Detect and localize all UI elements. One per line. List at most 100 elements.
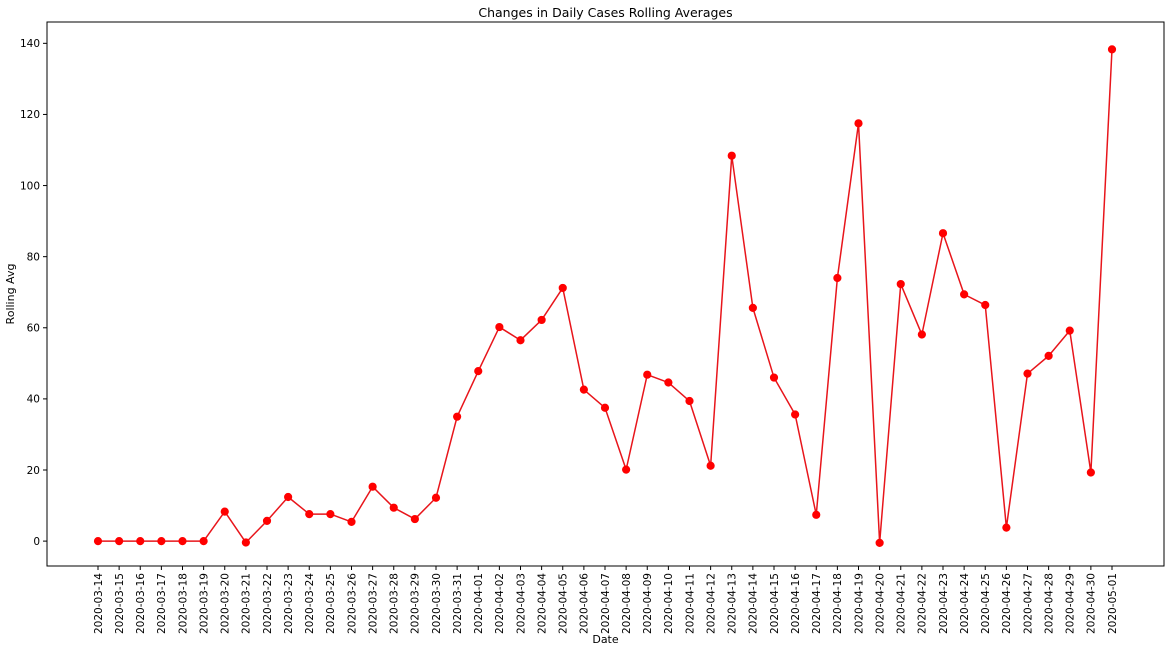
data-point	[706, 461, 715, 470]
data-point	[896, 279, 905, 289]
y-tick-label: 100	[20, 180, 40, 192]
data-point	[1107, 45, 1117, 54]
data-point	[453, 412, 462, 421]
data-point	[368, 482, 377, 491]
y-axis: 0 20 40 60 80 100 120 140	[20, 38, 47, 548]
x-tick-label: 2020-04-28	[1043, 573, 1055, 634]
y-tick-label: 140	[20, 38, 40, 50]
data-point	[917, 330, 926, 339]
y-tick-label: 0	[33, 536, 40, 548]
series-line	[98, 49, 1113, 544]
data-point	[748, 303, 757, 312]
x-tick-label: 2020-03-25	[325, 573, 337, 634]
data-point	[157, 537, 166, 546]
x-tick-label: 2020-03-15	[114, 573, 126, 634]
y-tick-label: 40	[27, 394, 40, 406]
data-point	[431, 493, 441, 502]
data-point	[812, 510, 821, 519]
series-layer	[93, 45, 1117, 547]
data-point	[1002, 523, 1011, 532]
x-tick-label: 2020-04-21	[896, 573, 908, 634]
x-tick-label: 2020-04-30	[1086, 573, 1098, 634]
x-tick-label: 2020-04-25	[980, 573, 992, 634]
data-point	[1044, 351, 1053, 360]
x-tick-label: 2020-04-04	[536, 573, 548, 634]
x-tick-label: 2020-04-07	[600, 573, 612, 634]
data-point	[220, 507, 229, 516]
data-point	[136, 537, 145, 546]
data-point	[981, 300, 990, 310]
y-axis-title: Rolling Avg	[4, 264, 17, 325]
x-tick-label: 2020-03-16	[135, 573, 147, 634]
plot-area	[46, 21, 1165, 567]
x-tick-label: 2020-03-23	[283, 573, 295, 634]
data-point	[664, 378, 673, 387]
data-point	[875, 538, 884, 547]
x-tick-label: 2020-03-28	[389, 573, 401, 634]
y-tick-label: 120	[20, 109, 40, 121]
data-point	[600, 403, 610, 412]
x-tick-label: 2020-03-29	[410, 573, 422, 634]
x-axis: 2020-03-14 2020-03-15 2020-03-16 2020-03-17…	[93, 566, 1119, 634]
data-point	[1086, 468, 1095, 477]
x-tick-label: 2020-04-20	[874, 573, 886, 634]
x-tick-label: 2020-03-30	[431, 573, 443, 634]
data-point	[1023, 369, 1032, 378]
x-tick-label: 2020-04-26	[1001, 573, 1013, 634]
x-tick-label: 2020-03-27	[367, 573, 379, 634]
data-point	[495, 322, 504, 332]
data-point	[960, 290, 969, 299]
x-tick-label: 2020-04-05	[558, 573, 570, 634]
data-point	[347, 517, 356, 527]
data-point	[410, 514, 419, 524]
x-tick-label: 2020-05-01	[1107, 573, 1119, 634]
x-tick-label: 2020-04-03	[515, 573, 527, 634]
x-axis-title: Date	[592, 633, 619, 646]
data-point	[326, 509, 335, 519]
x-tick-label: 2020-04-12	[705, 573, 717, 634]
data-point	[537, 315, 546, 325]
data-point	[769, 373, 779, 382]
data-point	[241, 538, 250, 547]
data-point	[199, 537, 208, 546]
x-tick-label: 2020-04-19	[853, 573, 865, 634]
x-tick-label: 2020-03-24	[304, 573, 316, 634]
x-tick-label: 2020-04-09	[642, 573, 654, 634]
x-tick-label: 2020-03-26	[346, 573, 358, 634]
x-tick-label: 2020-04-18	[832, 573, 844, 634]
x-tick-label: 2020-04-16	[790, 573, 802, 634]
x-tick-label: 2020-04-22	[917, 573, 929, 634]
x-tick-label: 2020-03-18	[177, 573, 189, 634]
data-point	[622, 465, 631, 474]
data-point	[93, 537, 103, 546]
data-point	[558, 283, 567, 293]
y-tick-label: 60	[27, 323, 40, 335]
data-point	[474, 367, 483, 376]
data-point	[1065, 326, 1074, 335]
x-tick-label: 2020-04-17	[811, 573, 823, 634]
data-point	[833, 273, 842, 283]
data-point	[854, 119, 863, 128]
data-point	[305, 509, 314, 519]
x-tick-label: 2020-04-14	[748, 573, 760, 634]
data-point	[579, 385, 588, 394]
x-tick-label: 2020-04-24	[959, 573, 971, 634]
x-tick-label: 2020-03-21	[241, 573, 253, 634]
data-point	[643, 370, 652, 379]
x-tick-label: 2020-03-31	[452, 573, 464, 634]
x-tick-label: 2020-03-20	[220, 573, 232, 634]
x-tick-label: 2020-04-10	[663, 573, 675, 634]
x-tick-label: 2020-04-27	[1022, 573, 1034, 634]
x-tick-label: 2020-03-22	[262, 573, 274, 634]
data-point	[791, 410, 800, 419]
x-tick-label: 2020-04-06	[579, 573, 591, 634]
x-tick-label: 2020-04-29	[1065, 573, 1077, 634]
x-tick-label: 2020-04-23	[938, 573, 950, 634]
x-tick-label: 2020-04-02	[494, 573, 506, 634]
x-tick-label: 2020-04-01	[473, 573, 485, 634]
data-point	[262, 516, 272, 525]
chart-title: Changes in Daily Cases Rolling Averages	[478, 5, 732, 20]
x-tick-label: 2020-03-19	[198, 573, 210, 634]
data-point	[685, 396, 694, 406]
